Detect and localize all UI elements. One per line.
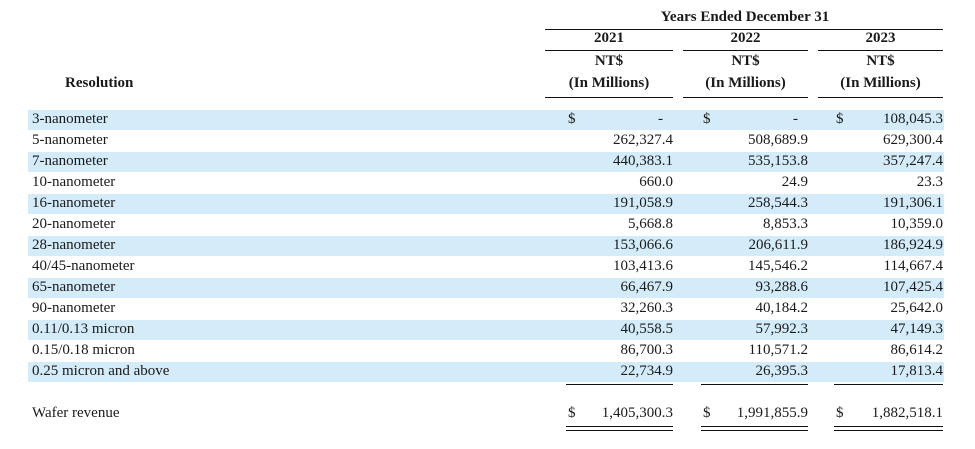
cell-value: 191,058.9 xyxy=(613,195,673,211)
row-band xyxy=(28,194,944,214)
period-header: Years Ended December 31 xyxy=(660,9,830,25)
cell-value: 24.9 xyxy=(781,174,808,190)
cell-value: 258,544.3 xyxy=(748,195,808,211)
double-rule-bottom xyxy=(701,430,808,431)
cell-value: 32,260.3 xyxy=(620,300,674,316)
row-label: 0.25 micron and above xyxy=(32,363,170,379)
cell-value: 57,992.3 xyxy=(755,321,809,337)
double-rule-bottom xyxy=(566,430,673,431)
cell-value: 47,149.3 xyxy=(890,321,944,337)
cell-value: 440,383.1 xyxy=(613,153,673,169)
cell-value: 114,667.4 xyxy=(883,258,943,274)
cell-value: 357,247.4 xyxy=(883,153,943,169)
row-label: 3-nanometer xyxy=(32,111,108,127)
cell-value: 103,413.6 xyxy=(613,258,673,274)
resolution-column-header: Resolution xyxy=(65,75,134,91)
subtotal-rule xyxy=(834,384,943,385)
column-currency: NT$ xyxy=(731,53,760,69)
cell-value: 508,689.9 xyxy=(748,132,808,148)
subtotal-rule xyxy=(701,384,808,385)
column-unit: (In Millions) xyxy=(840,75,921,91)
row-label: 65-nanometer xyxy=(32,279,116,295)
cell-value: 5,668.8 xyxy=(628,216,673,232)
cell-value: 262,327.4 xyxy=(613,132,673,148)
cell-value: 110,571.2 xyxy=(748,342,808,358)
row-label: 5-nanometer xyxy=(32,132,108,148)
cell-value: 107,425.4 xyxy=(883,279,943,295)
row-band xyxy=(28,320,944,340)
currency-sign: $ xyxy=(836,405,844,421)
cell-value: 66,467.9 xyxy=(620,279,674,295)
subtotal-rule xyxy=(566,384,673,385)
total-label: Wafer revenue xyxy=(32,405,120,421)
currency-sign: $ xyxy=(568,405,576,421)
column-year: 2021 xyxy=(594,30,624,46)
row-label: 0.15/0.18 micron xyxy=(32,342,135,358)
column-year: 2023 xyxy=(865,30,896,46)
cell-value: 26,395.3 xyxy=(755,363,809,379)
cell-value: 145,546.2 xyxy=(748,258,808,274)
cell-value: 108,045.3 xyxy=(883,111,943,127)
column-year-rule xyxy=(545,50,673,51)
row-label: 7-nanometer xyxy=(32,153,108,169)
column-currency: NT$ xyxy=(594,53,624,69)
row-band xyxy=(28,278,944,298)
column-header-rule xyxy=(545,97,673,98)
cell-value: 40,558.5 xyxy=(620,321,674,337)
cell-value: 153,066.6 xyxy=(613,237,673,253)
row-band xyxy=(28,152,944,172)
cell-value: 206,611.9 xyxy=(748,237,808,253)
double-rule-bottom xyxy=(834,430,943,431)
column-year-rule xyxy=(683,50,808,51)
column-unit: (In Millions) xyxy=(705,75,786,91)
cell-value: 86,614.2 xyxy=(890,342,944,358)
column-year: 2022 xyxy=(730,30,761,46)
cell-value: 86,700.3 xyxy=(620,342,674,358)
currency-sign: $ xyxy=(836,111,844,127)
currency-sign: $ xyxy=(703,111,711,127)
row-band xyxy=(28,236,944,256)
double-rule-top xyxy=(701,426,808,427)
cell-value: 17,813.4 xyxy=(890,363,944,379)
currency-sign: $ xyxy=(703,405,711,421)
row-label: 0.11/0.13 micron xyxy=(32,321,135,337)
column-header-rule xyxy=(683,97,808,98)
column-year-rule xyxy=(818,50,943,51)
double-rule-top xyxy=(834,426,943,427)
cell-value: 629,300.4 xyxy=(883,132,943,148)
header-rule xyxy=(545,29,943,30)
cell-value: 186,924.9 xyxy=(883,237,943,253)
row-label: 90-nanometer xyxy=(32,300,116,316)
double-rule-top xyxy=(566,426,673,427)
row-label: 40/45-nanometer xyxy=(32,258,135,274)
cell-value: 10,359.0 xyxy=(890,216,944,232)
row-band xyxy=(28,110,944,130)
cell-value: 660.0 xyxy=(639,174,673,190)
column-unit: (In Millions) xyxy=(568,75,650,91)
row-label: 20-nanometer xyxy=(32,216,116,232)
currency-sign: $ xyxy=(568,111,576,127)
column-header-rule xyxy=(818,97,943,98)
cell-value: 191,306.1 xyxy=(883,195,943,211)
column-currency: NT$ xyxy=(866,53,895,69)
cell-value: 535,153.8 xyxy=(748,153,808,169)
row-label: 28-nanometer xyxy=(32,237,116,253)
cell-value: - xyxy=(793,111,798,127)
total-value: 1,991,855.9 xyxy=(736,405,808,421)
row-label: 16-nanometer xyxy=(32,195,116,211)
total-value: 1,405,300.3 xyxy=(601,405,673,421)
cell-value: 93,288.6 xyxy=(755,279,809,295)
cell-value: 25,642.0 xyxy=(890,300,944,316)
cell-value: - xyxy=(658,111,663,127)
cell-value: 40,184.2 xyxy=(755,300,809,316)
row-band xyxy=(28,362,944,382)
cell-value: 22,734.9 xyxy=(620,363,674,379)
cell-value: 8,853.3 xyxy=(763,216,808,232)
cell-value: 23.3 xyxy=(916,174,943,190)
total-value: 1,882,518.1 xyxy=(871,405,943,421)
row-label: 10-nanometer xyxy=(32,174,116,190)
